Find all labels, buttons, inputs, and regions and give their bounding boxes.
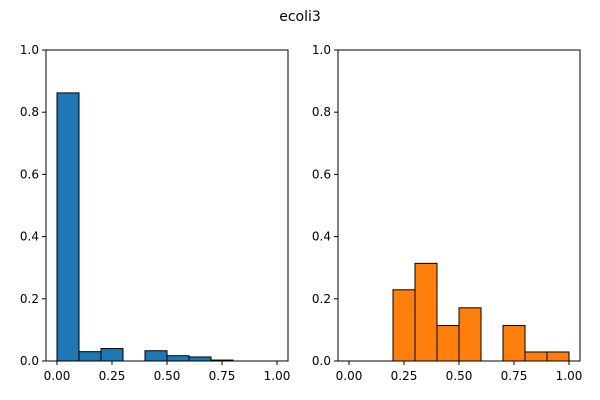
x-tick-label: 0.25 <box>99 369 126 383</box>
histogram-bar <box>144 350 168 362</box>
x-tick-label: 0.25 <box>391 369 418 383</box>
chart-panels: 0.00 0.25 0.50 0.75 1.000.00.20.40.60.81.00.… <box>20 43 582 383</box>
histogram-bar <box>458 307 482 362</box>
y-tick-label: 1.0 <box>312 43 331 57</box>
histogram-bar <box>524 351 548 362</box>
x-tick-label: 0.50 <box>154 369 181 383</box>
y-tick-label: 0.0 <box>20 354 39 368</box>
x-tick-label: 1.00 <box>556 369 583 383</box>
x-tick-label: 0.75 <box>501 369 528 383</box>
x-tick-label: 0.75 <box>209 369 236 383</box>
histogram-bar <box>166 355 190 362</box>
y-tick-label: 0.2 <box>312 292 331 306</box>
histogram-bar <box>414 262 438 362</box>
y-tick-label: 0.2 <box>20 292 39 306</box>
y-tick-label: 0.0 <box>312 354 331 368</box>
chart-panel-1: 0.00 0.25 0.50 0.75 1.00 0.0 0.2 0.4 0.6 0.8 1.0 <box>20 43 290 383</box>
y-tick-label: 0.8 <box>20 105 39 119</box>
figure-title: ecoli3 <box>279 9 321 25</box>
axes-frame <box>45 49 289 362</box>
y-tick-label: 1.0 <box>20 43 39 57</box>
histogram-bar <box>502 325 526 362</box>
histogram-bar <box>392 289 416 362</box>
y-tick-label: 0.4 <box>312 230 331 244</box>
histogram-bar <box>56 92 80 362</box>
x-tick-label: 0.50 <box>446 369 473 383</box>
histogram-bar <box>100 348 124 362</box>
histogram-bar <box>188 356 212 362</box>
y-tick-label: 0.4 <box>20 230 39 244</box>
y-tick-label: 0.6 <box>20 167 39 181</box>
histogram-bar <box>78 351 102 362</box>
y-tick-label: 0.6 <box>312 167 331 181</box>
histogram-bar <box>546 351 570 362</box>
chart-panel-2: 0.00 0.25 0.50 0.75 1.00 0.0 0.2 0.4 0.6 0.8 1.0 <box>312 43 582 383</box>
x-tick-label: 0.00 <box>44 369 71 383</box>
y-tick-label: 0.8 <box>312 105 331 119</box>
x-tick-label: 0.00 <box>336 369 363 383</box>
x-tick-label: 1.00 <box>264 369 291 383</box>
histogram-bar <box>436 325 460 362</box>
